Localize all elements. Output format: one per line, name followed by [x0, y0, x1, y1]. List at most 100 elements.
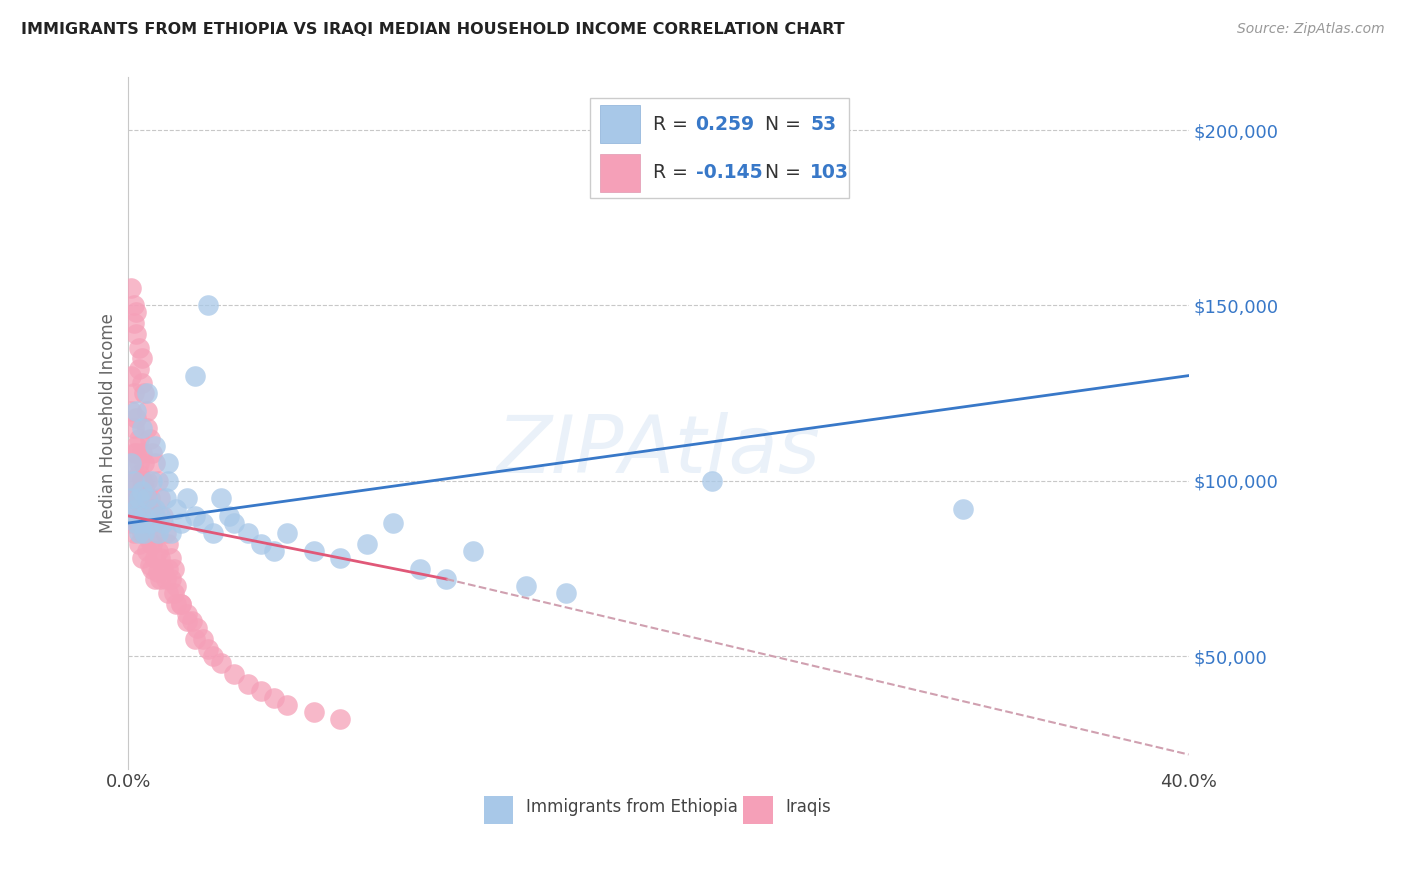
- Point: [165, 502, 187, 516]
- Point: [141, 474, 163, 488]
- Bar: [600, 105, 641, 144]
- Point: [302, 706, 325, 720]
- Point: [143, 526, 166, 541]
- Point: [136, 491, 159, 506]
- Point: [700, 474, 723, 488]
- Point: [122, 526, 145, 541]
- Point: [125, 403, 148, 417]
- Point: [141, 537, 163, 551]
- Point: [236, 677, 259, 691]
- Point: [122, 316, 145, 330]
- Point: [120, 281, 142, 295]
- Point: [197, 298, 219, 312]
- Bar: [484, 797, 513, 824]
- Point: [176, 607, 198, 622]
- Point: [461, 544, 484, 558]
- Point: [152, 508, 174, 523]
- Point: [183, 508, 205, 523]
- Point: [250, 537, 273, 551]
- Point: [138, 533, 160, 548]
- Point: [181, 614, 204, 628]
- Point: [125, 474, 148, 488]
- Text: Source: ZipAtlas.com: Source: ZipAtlas.com: [1237, 22, 1385, 37]
- Point: [157, 456, 180, 470]
- Point: [131, 474, 153, 488]
- Point: [125, 516, 148, 530]
- Point: [952, 502, 974, 516]
- Text: IMMIGRANTS FROM ETHIOPIA VS IRAQI MEDIAN HOUSEHOLD INCOME CORRELATION CHART: IMMIGRANTS FROM ETHIOPIA VS IRAQI MEDIAN…: [21, 22, 845, 37]
- Point: [224, 516, 246, 530]
- Point: [120, 403, 142, 417]
- Point: [136, 421, 159, 435]
- Point: [128, 537, 150, 551]
- Point: [128, 491, 150, 506]
- Point: [436, 572, 458, 586]
- Point: [131, 481, 153, 495]
- Point: [186, 621, 208, 635]
- Point: [134, 481, 156, 495]
- Point: [143, 508, 166, 523]
- Point: [152, 561, 174, 575]
- Point: [276, 526, 298, 541]
- Point: [138, 508, 160, 523]
- Point: [125, 502, 148, 516]
- Point: [165, 597, 187, 611]
- Point: [131, 421, 153, 435]
- Point: [136, 544, 159, 558]
- Point: [122, 446, 145, 460]
- Point: [131, 502, 153, 516]
- Point: [160, 526, 183, 541]
- Point: [131, 551, 153, 566]
- Point: [122, 421, 145, 435]
- Bar: [744, 797, 773, 824]
- Point: [131, 526, 153, 541]
- Point: [122, 508, 145, 523]
- Point: [162, 561, 184, 575]
- Point: [183, 632, 205, 646]
- Text: 53: 53: [810, 115, 837, 134]
- Point: [134, 456, 156, 470]
- Text: 103: 103: [810, 163, 849, 182]
- FancyBboxPatch shape: [589, 98, 849, 198]
- Point: [138, 558, 160, 572]
- Point: [382, 516, 405, 530]
- Point: [131, 484, 153, 499]
- Point: [263, 544, 285, 558]
- Point: [162, 586, 184, 600]
- Point: [160, 572, 183, 586]
- Point: [136, 386, 159, 401]
- Point: [409, 561, 432, 575]
- Point: [302, 544, 325, 558]
- Text: R =: R =: [654, 163, 695, 182]
- Point: [125, 410, 148, 425]
- Point: [128, 361, 150, 376]
- Point: [191, 516, 214, 530]
- Point: [125, 326, 148, 341]
- Point: [329, 551, 352, 566]
- Point: [125, 305, 148, 319]
- Point: [122, 491, 145, 506]
- Point: [157, 474, 180, 488]
- Point: [120, 456, 142, 470]
- Text: Iraqis: Iraqis: [786, 797, 831, 815]
- Point: [146, 474, 169, 488]
- Point: [131, 446, 153, 460]
- Text: R =: R =: [654, 115, 695, 134]
- Text: 0.259: 0.259: [696, 115, 755, 134]
- Point: [128, 456, 150, 470]
- Point: [120, 368, 142, 383]
- Text: N =: N =: [765, 163, 807, 182]
- Point: [170, 597, 193, 611]
- Point: [250, 684, 273, 698]
- Point: [143, 456, 166, 470]
- Point: [128, 341, 150, 355]
- Point: [160, 551, 183, 566]
- Point: [155, 491, 177, 506]
- Point: [120, 516, 142, 530]
- Point: [146, 544, 169, 558]
- Point: [125, 491, 148, 506]
- Point: [136, 403, 159, 417]
- Text: ZIPAtlas: ZIPAtlas: [496, 411, 821, 490]
- Point: [120, 491, 142, 506]
- Point: [218, 508, 240, 523]
